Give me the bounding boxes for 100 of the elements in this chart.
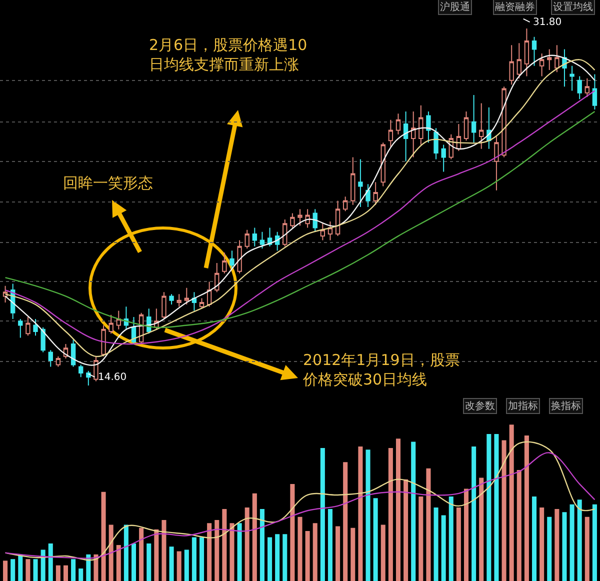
- bar: [418, 496, 424, 581]
- bar: [200, 537, 204, 581]
- bar: [290, 484, 295, 581]
- bar: [554, 509, 560, 581]
- text: 改参数: [465, 400, 495, 412]
- bar: [244, 507, 250, 581]
- bar: [176, 551, 182, 581]
- candlestick: [260, 231, 265, 250]
- text: 31.80: [533, 17, 562, 28]
- bar: [86, 554, 91, 581]
- bar: [396, 438, 400, 581]
- bar: [298, 516, 302, 581]
- bar: [252, 493, 257, 581]
- bar: [268, 537, 272, 581]
- bar: [373, 498, 378, 581]
- bar: [154, 529, 159, 581]
- candlestick: [502, 86, 506, 158]
- bar: [305, 530, 310, 581]
- candlestick: [222, 252, 227, 274]
- candlestick: [298, 208, 302, 226]
- candlestick: [441, 144, 446, 172]
- candlestick: [252, 227, 258, 247]
- candlestick: [169, 294, 174, 306]
- annotation: 14.60: [98, 372, 127, 383]
- candlestick: [199, 298, 204, 310]
- annotation: 2月6日，股票价格遇10日均线支撑而重新上涨: [149, 36, 308, 74]
- candlestick: [26, 316, 30, 336]
- bar: [456, 507, 461, 581]
- bar: [532, 496, 537, 581]
- bar: [366, 450, 370, 581]
- bar: [169, 546, 174, 581]
- bar: [434, 507, 438, 581]
- candlestick: [403, 111, 408, 162]
- bar: [540, 507, 544, 581]
- bar: [388, 448, 393, 581]
- bar: [56, 565, 60, 581]
- candlestick: [86, 370, 91, 386]
- bar: [71, 559, 76, 581]
- bar: [320, 448, 325, 581]
- bar: [350, 528, 356, 581]
- bar: [184, 550, 189, 581]
- bar: [18, 554, 23, 581]
- bar: [78, 568, 84, 581]
- bar: [101, 492, 106, 581]
- bar: [3, 560, 8, 581]
- bar: [192, 537, 196, 581]
- candlestick: [592, 74, 598, 110]
- bar: [336, 526, 340, 581]
- candlestick: [494, 136, 499, 191]
- bar: [260, 509, 264, 581]
- bar: [479, 478, 484, 581]
- candlestick: [290, 212, 295, 228]
- candlestick: [192, 292, 197, 312]
- candlestick: [516, 42, 522, 79]
- candlestick: [18, 318, 23, 338]
- bar: [131, 543, 136, 581]
- candlestick: [577, 76, 582, 100]
- bar: [282, 534, 288, 581]
- candlestick: [532, 36, 537, 66]
- candlestick: [214, 262, 220, 293]
- candlestick: [388, 119, 394, 148]
- bar: [562, 512, 567, 581]
- candlestick: [471, 94, 476, 144]
- bar: [502, 440, 506, 581]
- bar: [139, 528, 144, 581]
- candlestick: [539, 52, 544, 77]
- bar: [524, 436, 529, 581]
- candlestick: [426, 111, 431, 144]
- bar: [464, 488, 469, 581]
- bar: [222, 509, 227, 581]
- candlestick: [282, 218, 288, 247]
- candlestick: [411, 111, 416, 158]
- candlestick: [244, 229, 250, 250]
- text: 加指标: [508, 400, 538, 412]
- bar: [275, 534, 280, 581]
- candlestick: [479, 102, 484, 150]
- candlestick: [116, 310, 121, 330]
- candlestick: [320, 223, 326, 241]
- candlestick: [78, 364, 84, 378]
- bar: [486, 434, 492, 581]
- candlestick: [237, 240, 242, 274]
- annotation: 回眸一笑形态: [63, 174, 153, 192]
- candlestick: [358, 158, 363, 208]
- candlestick: [184, 287, 189, 306]
- bar: [448, 496, 454, 581]
- bar: [411, 442, 416, 581]
- bar: [380, 524, 386, 581]
- candlestick: [230, 250, 234, 270]
- candlestick: [33, 318, 38, 336]
- candlestick: [418, 104, 424, 146]
- bar: [48, 543, 53, 581]
- candlestick: [584, 78, 590, 98]
- bar: [358, 446, 363, 581]
- bar: [509, 424, 514, 581]
- candlestick: [162, 292, 166, 320]
- bar: [162, 520, 166, 581]
- candlestick: [70, 339, 76, 368]
- annotation: 2012年1月19日，股票价格突破30日均线: [302, 351, 460, 388]
- candlestick: [570, 65, 574, 92]
- candlestick: [328, 221, 333, 241]
